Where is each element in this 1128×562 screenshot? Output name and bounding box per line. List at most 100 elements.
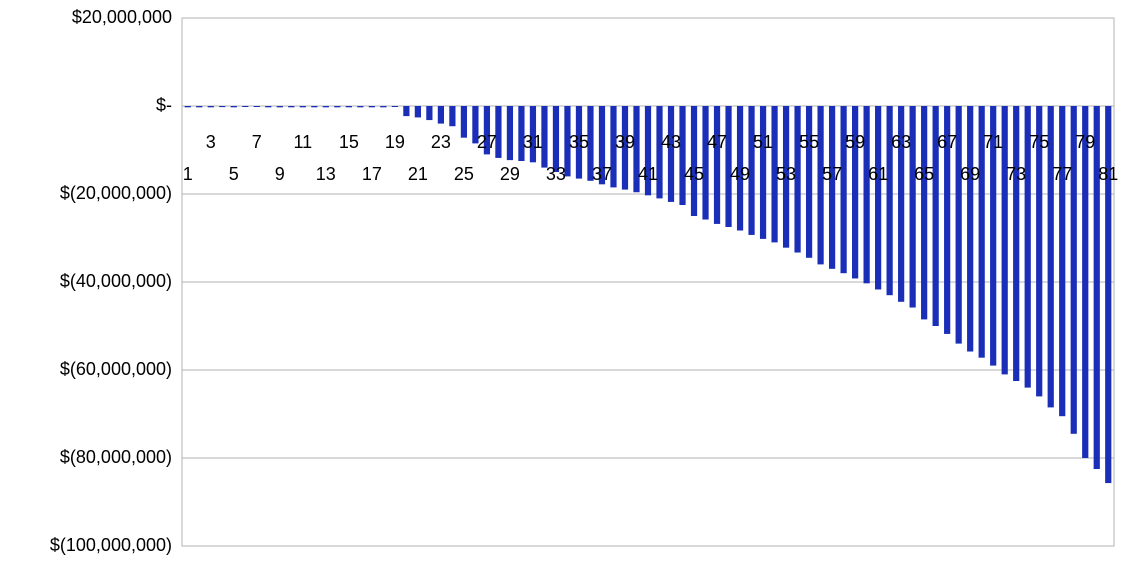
x-tick-label: 77 xyxy=(1052,164,1072,184)
bar xyxy=(311,106,318,108)
x-tick-label: 59 xyxy=(845,132,865,152)
bar xyxy=(667,106,675,202)
bar xyxy=(391,106,398,107)
bar xyxy=(852,106,859,279)
bar xyxy=(598,106,606,185)
bar xyxy=(828,106,836,269)
bar xyxy=(679,106,686,205)
bar xyxy=(886,106,893,296)
x-tick-label: 13 xyxy=(316,164,336,184)
bar xyxy=(483,106,491,155)
bar xyxy=(1047,106,1054,408)
bar xyxy=(495,106,502,158)
bar xyxy=(253,106,260,107)
bar xyxy=(736,106,744,231)
bar xyxy=(552,106,560,172)
bar xyxy=(265,106,272,108)
x-tick-label: 65 xyxy=(914,164,934,184)
y-tick-label: $(40,000,000) xyxy=(60,271,172,291)
bar xyxy=(817,106,824,265)
bar xyxy=(1036,106,1043,397)
bar xyxy=(460,106,468,138)
bar xyxy=(357,106,364,108)
bar xyxy=(345,106,352,108)
bar xyxy=(713,106,721,224)
x-tick-label: 5 xyxy=(229,164,239,184)
bar xyxy=(932,106,939,326)
y-tick-label: $(80,000,000) xyxy=(60,447,172,467)
x-tick-label: 21 xyxy=(408,164,428,184)
bar xyxy=(1105,106,1112,484)
bar xyxy=(196,106,203,108)
bar xyxy=(518,106,525,161)
x-tick-label: 37 xyxy=(592,164,612,184)
x-tick-label: 25 xyxy=(454,164,474,184)
x-tick-label: 41 xyxy=(638,164,658,184)
bar xyxy=(380,106,387,108)
x-tick-label: 19 xyxy=(385,132,405,152)
bar xyxy=(644,106,652,196)
x-tick-label: 11 xyxy=(293,132,312,152)
bar xyxy=(449,106,456,127)
bar xyxy=(230,106,237,108)
x-tick-label: 63 xyxy=(891,132,911,152)
bar xyxy=(863,106,870,284)
y-tick-label: $(60,000,000) xyxy=(60,359,172,379)
x-tick-label: 1 xyxy=(183,164,193,184)
bar xyxy=(990,106,997,366)
x-tick-label: 27 xyxy=(477,132,497,152)
y-tick-label: $20,000,000 xyxy=(72,7,172,27)
bar xyxy=(587,106,594,181)
x-tick-label: 73 xyxy=(1006,164,1026,184)
x-tick-label: 55 xyxy=(799,132,819,152)
bar xyxy=(299,106,306,108)
x-tick-label: 35 xyxy=(569,132,589,152)
x-tick-label: 23 xyxy=(431,132,451,152)
bar xyxy=(621,106,629,190)
bar xyxy=(564,106,571,177)
bar xyxy=(1070,106,1077,434)
x-tick-label: 43 xyxy=(661,132,681,152)
bar xyxy=(921,106,928,320)
bar xyxy=(875,106,882,290)
bar xyxy=(184,106,191,108)
bar xyxy=(1093,106,1100,469)
bar xyxy=(955,106,962,344)
bar xyxy=(794,106,801,253)
x-tick-label: 17 xyxy=(362,164,382,184)
bar xyxy=(575,106,583,179)
x-tick-label: 47 xyxy=(707,132,727,152)
y-tick-label: $- xyxy=(156,95,172,115)
bar xyxy=(656,106,663,199)
bar xyxy=(748,106,755,235)
bar xyxy=(909,106,916,308)
bar xyxy=(403,106,410,117)
x-tick-label: 39 xyxy=(615,132,635,152)
x-tick-label: 3 xyxy=(206,132,216,152)
bar xyxy=(541,106,548,168)
x-tick-label: 51 xyxy=(753,132,773,152)
y-tick-label: $(20,000,000) xyxy=(60,183,172,203)
bar xyxy=(1024,106,1031,388)
bar xyxy=(1082,106,1089,458)
x-tick-label: 7 xyxy=(252,132,262,152)
bar xyxy=(725,106,732,227)
bar xyxy=(978,106,985,358)
y-tick-label: $(100,000,000) xyxy=(50,535,172,555)
x-tick-label: 29 xyxy=(500,164,520,184)
bar xyxy=(702,106,709,220)
bar xyxy=(242,106,249,107)
bar xyxy=(506,106,514,161)
x-tick-label: 15 xyxy=(339,132,359,152)
bar xyxy=(322,106,329,108)
bar xyxy=(334,106,341,108)
bar xyxy=(690,106,698,216)
bar xyxy=(426,106,433,121)
bar xyxy=(898,106,905,302)
bar xyxy=(529,106,537,163)
bar xyxy=(368,106,375,108)
bar xyxy=(805,106,813,258)
bar xyxy=(633,106,640,193)
bar xyxy=(288,106,295,108)
